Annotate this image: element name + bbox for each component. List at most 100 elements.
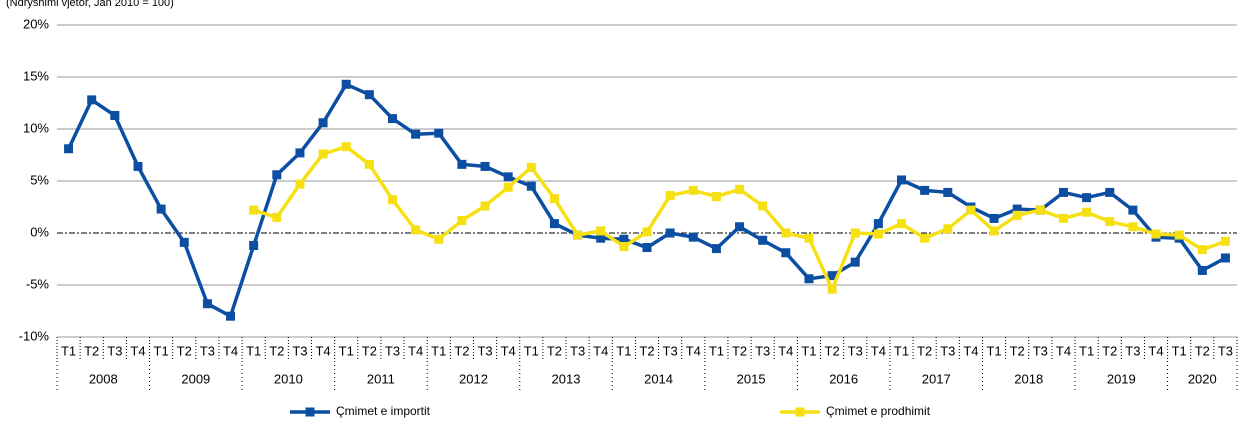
x-tick-label: T3 [848,343,863,358]
point-marker [549,219,559,229]
x-tick-label: T4 [501,343,516,358]
point-marker [318,118,328,128]
x-tick-label: T4 [223,343,238,358]
point-marker [1128,205,1138,215]
year-label: 2013 [552,371,581,386]
point-marker [735,222,745,232]
x-tick-label: T3 [200,343,215,358]
point-marker [110,110,120,120]
point-marker [1220,236,1230,246]
point-marker [711,244,721,254]
x-tick-label: T1 [709,343,724,358]
x-tick-label: T3 [292,343,307,358]
point-marker [989,213,999,223]
point-marker [897,175,907,185]
x-tick-label: T1 [1172,343,1187,358]
x-tick-label: T1 [616,343,631,358]
point-marker [850,228,860,238]
point-marker [758,201,768,211]
point-marker [596,226,606,236]
point-marker [1082,193,1092,203]
point-marker [341,142,351,152]
point-marker [480,201,490,211]
y-tick-label: 0% [30,224,49,239]
y-tick-label: 20% [23,16,49,31]
x-tick-label: T3 [663,343,678,358]
point-marker [920,233,930,243]
x-tick-label: T2 [84,343,99,358]
x-tick-label: T4 [593,343,608,358]
x-tick-label: T1 [431,343,446,358]
year-label: 2019 [1107,371,1136,386]
x-tick-label: T2 [1010,343,1025,358]
point-marker [642,227,652,237]
point-marker [897,219,907,229]
x-tick-label: T2 [732,343,747,358]
y-tick-label: 5% [30,172,49,187]
point-marker [480,161,490,171]
point-marker [758,235,768,245]
point-marker [411,129,421,139]
point-marker [619,234,629,244]
x-tick-label: T1 [339,343,354,358]
point-marker [411,225,421,235]
point-marker [249,240,259,250]
x-tick-label: T3 [477,343,492,358]
x-tick-label: T1 [246,343,261,358]
x-tick-label: T3 [107,343,122,358]
point-marker [156,204,166,214]
point-marker [272,212,282,222]
point-marker [318,149,328,159]
point-marker [1105,217,1115,227]
point-marker [943,224,953,234]
x-tick-label: T3 [1125,343,1140,358]
x-tick-label: T2 [269,343,284,358]
point-marker [526,162,536,172]
point-marker [804,233,814,243]
point-marker [457,216,467,226]
point-marker [226,311,236,321]
point-marker [1128,222,1138,232]
legend-label: Çmimet e importit [336,404,431,418]
point-marker [920,185,930,195]
year-label: 2020 [1188,371,1217,386]
point-marker [711,192,721,202]
point-marker [64,144,74,154]
year-label: 2009 [181,371,210,386]
year-label: 2010 [274,371,303,386]
point-marker [688,185,698,195]
point-marker [457,159,467,169]
x-tick-label: T2 [454,343,469,358]
point-marker [989,226,999,236]
point-marker [1035,205,1045,215]
point-marker [873,229,883,239]
point-marker [642,243,652,253]
x-tick-label: T3 [1218,343,1233,358]
point-marker [1197,265,1207,275]
x-tick-label: T1 [801,343,816,358]
point-marker [387,114,397,124]
point-marker [596,233,606,243]
point-marker [943,187,953,197]
chart-subtitle: (Ndryshimi vjetor, Jan 2010 = 100) [6,0,174,9]
point-marker [873,219,883,229]
x-tick-label: T4 [130,343,145,358]
x-tick-label: T1 [154,343,169,358]
point-marker [364,90,374,100]
x-tick-label: T4 [871,343,886,358]
x-tick-label: T2 [1195,343,1210,358]
point-marker [295,179,305,189]
x-tick-label: T2 [1102,343,1117,358]
year-label: 2016 [829,371,858,386]
point-marker [804,274,814,284]
x-tick-label: T2 [917,343,932,358]
year-label: 2018 [1014,371,1043,386]
x-tick-label: T4 [686,343,701,358]
year-label: 2008 [89,371,118,386]
legend-label: Çmimet e prodhimit [826,404,931,418]
x-tick-label: T3 [755,343,770,358]
point-marker [1058,213,1068,223]
point-marker [1012,210,1022,220]
point-marker [1058,187,1068,197]
point-marker [503,172,513,182]
